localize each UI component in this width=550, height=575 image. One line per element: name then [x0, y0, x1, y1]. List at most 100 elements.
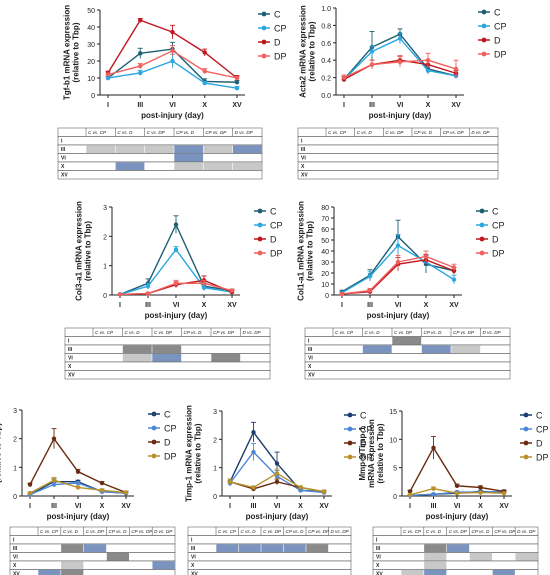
table-row-label: I: [301, 139, 303, 145]
table-row: [187, 560, 352, 570]
table-column-header: C vs. CP: [218, 529, 237, 534]
table-cell-shaded: [115, 162, 145, 171]
data-point: [138, 63, 143, 69]
x-tick-label: I: [409, 503, 411, 510]
x-tick-label: III: [367, 302, 373, 309]
table-cell-shaded: [392, 336, 422, 345]
legend-marker: [523, 426, 529, 432]
table-cell-shaded: [144, 145, 174, 154]
data-point: [251, 485, 256, 490]
x-tick-label: III: [145, 302, 151, 309]
y-tick-label: 50: [321, 238, 329, 245]
table-column-header: D vs. DP: [471, 130, 490, 135]
y-tick-label: 1: [103, 264, 107, 271]
table-row: [9, 535, 176, 545]
table-column-header: C vs. DP: [154, 330, 173, 335]
y-axis-label: Timp-1 mRNA expression: [185, 405, 194, 502]
x-tick-label: XV: [227, 302, 237, 309]
legend-marker: [261, 39, 267, 45]
legend-marker: [481, 37, 487, 43]
data-point: [425, 58, 431, 63]
x-tick-label: VI: [395, 302, 402, 309]
legend-label: C: [536, 411, 543, 421]
x-tick-label: XV: [449, 302, 459, 309]
legend-marker: [479, 222, 485, 228]
legend-marker: [257, 222, 263, 228]
y-axis-label: (relative to Tbp): [84, 221, 93, 281]
table-cell-shaded: [122, 353, 152, 362]
table-row: [304, 370, 511, 380]
legend-marker: [481, 51, 487, 57]
x-tick-label: X: [424, 302, 429, 309]
y-tick-label: 10: [87, 76, 95, 83]
data-point: [51, 478, 57, 483]
data-point: [367, 274, 373, 279]
data-point: [298, 485, 303, 490]
table-cell-shaded: [306, 544, 329, 553]
legend-marker: [151, 411, 157, 417]
data-point: [431, 492, 436, 497]
y-axis-label: (relative to Tbp): [0, 423, 3, 483]
y-axis-label: (relative to Tbp): [306, 221, 315, 281]
y-tick-label: 15: [389, 409, 397, 416]
data-point: [321, 489, 327, 494]
table-column-header: C vs. D: [125, 330, 141, 335]
data-point: [407, 492, 413, 498]
data-point: [341, 75, 347, 80]
y-tick-label: 10: [321, 282, 329, 289]
data-point: [478, 490, 483, 495]
table-row-label: XV: [376, 572, 383, 575]
data-point: [369, 62, 375, 67]
x-axis-label: post-injury (day): [246, 512, 309, 521]
table-row-label: I: [13, 538, 15, 544]
x-tick-label: I: [341, 302, 343, 309]
y-tick-label: 0.6: [321, 41, 331, 48]
table-cell-shaded: [401, 569, 424, 575]
x-axis-label: post-injury (day): [367, 311, 430, 320]
legend-label: CP: [360, 425, 373, 435]
data-point: [451, 265, 457, 270]
table-cell-shaded: [232, 145, 262, 154]
table-cell-shaded: [424, 569, 447, 575]
legend-marker: [481, 23, 487, 29]
y-tick-label: 1: [213, 466, 217, 473]
data-point: [202, 69, 207, 74]
legend-label: C: [360, 411, 367, 421]
data-point: [234, 80, 240, 85]
data-point: [251, 430, 256, 435]
table-column-header: C vs. D: [117, 130, 133, 135]
table-cell-shaded: [451, 345, 481, 354]
x-tick-label: III: [51, 503, 57, 510]
data-point: [173, 247, 179, 252]
data-point: [173, 281, 179, 286]
data-point: [451, 277, 457, 282]
legend-label: DP: [494, 50, 507, 60]
y-tick-label: 3: [13, 408, 17, 415]
table-row: [372, 569, 539, 575]
data-point: [105, 75, 111, 81]
table-column-header: C vs. DP: [385, 130, 404, 135]
data-point: [431, 486, 436, 491]
data-point: [27, 482, 33, 487]
data-point: [145, 291, 151, 296]
y-tick-label: 40: [87, 25, 95, 32]
data-point: [227, 479, 233, 485]
y-tick-label: 2: [13, 437, 17, 444]
y-tick-label: 70: [321, 216, 329, 223]
table-row-label: X: [61, 164, 65, 170]
x-tick-label: VI: [274, 503, 281, 510]
legend-label: C: [492, 207, 499, 217]
x-tick-label: X: [478, 503, 483, 510]
table-row-label: XV: [13, 572, 20, 575]
table-cell-shaded: [203, 145, 233, 154]
x-tick-label: III: [251, 503, 257, 510]
legend-marker: [523, 412, 529, 418]
table-column-header: C vs. DP: [263, 529, 282, 534]
